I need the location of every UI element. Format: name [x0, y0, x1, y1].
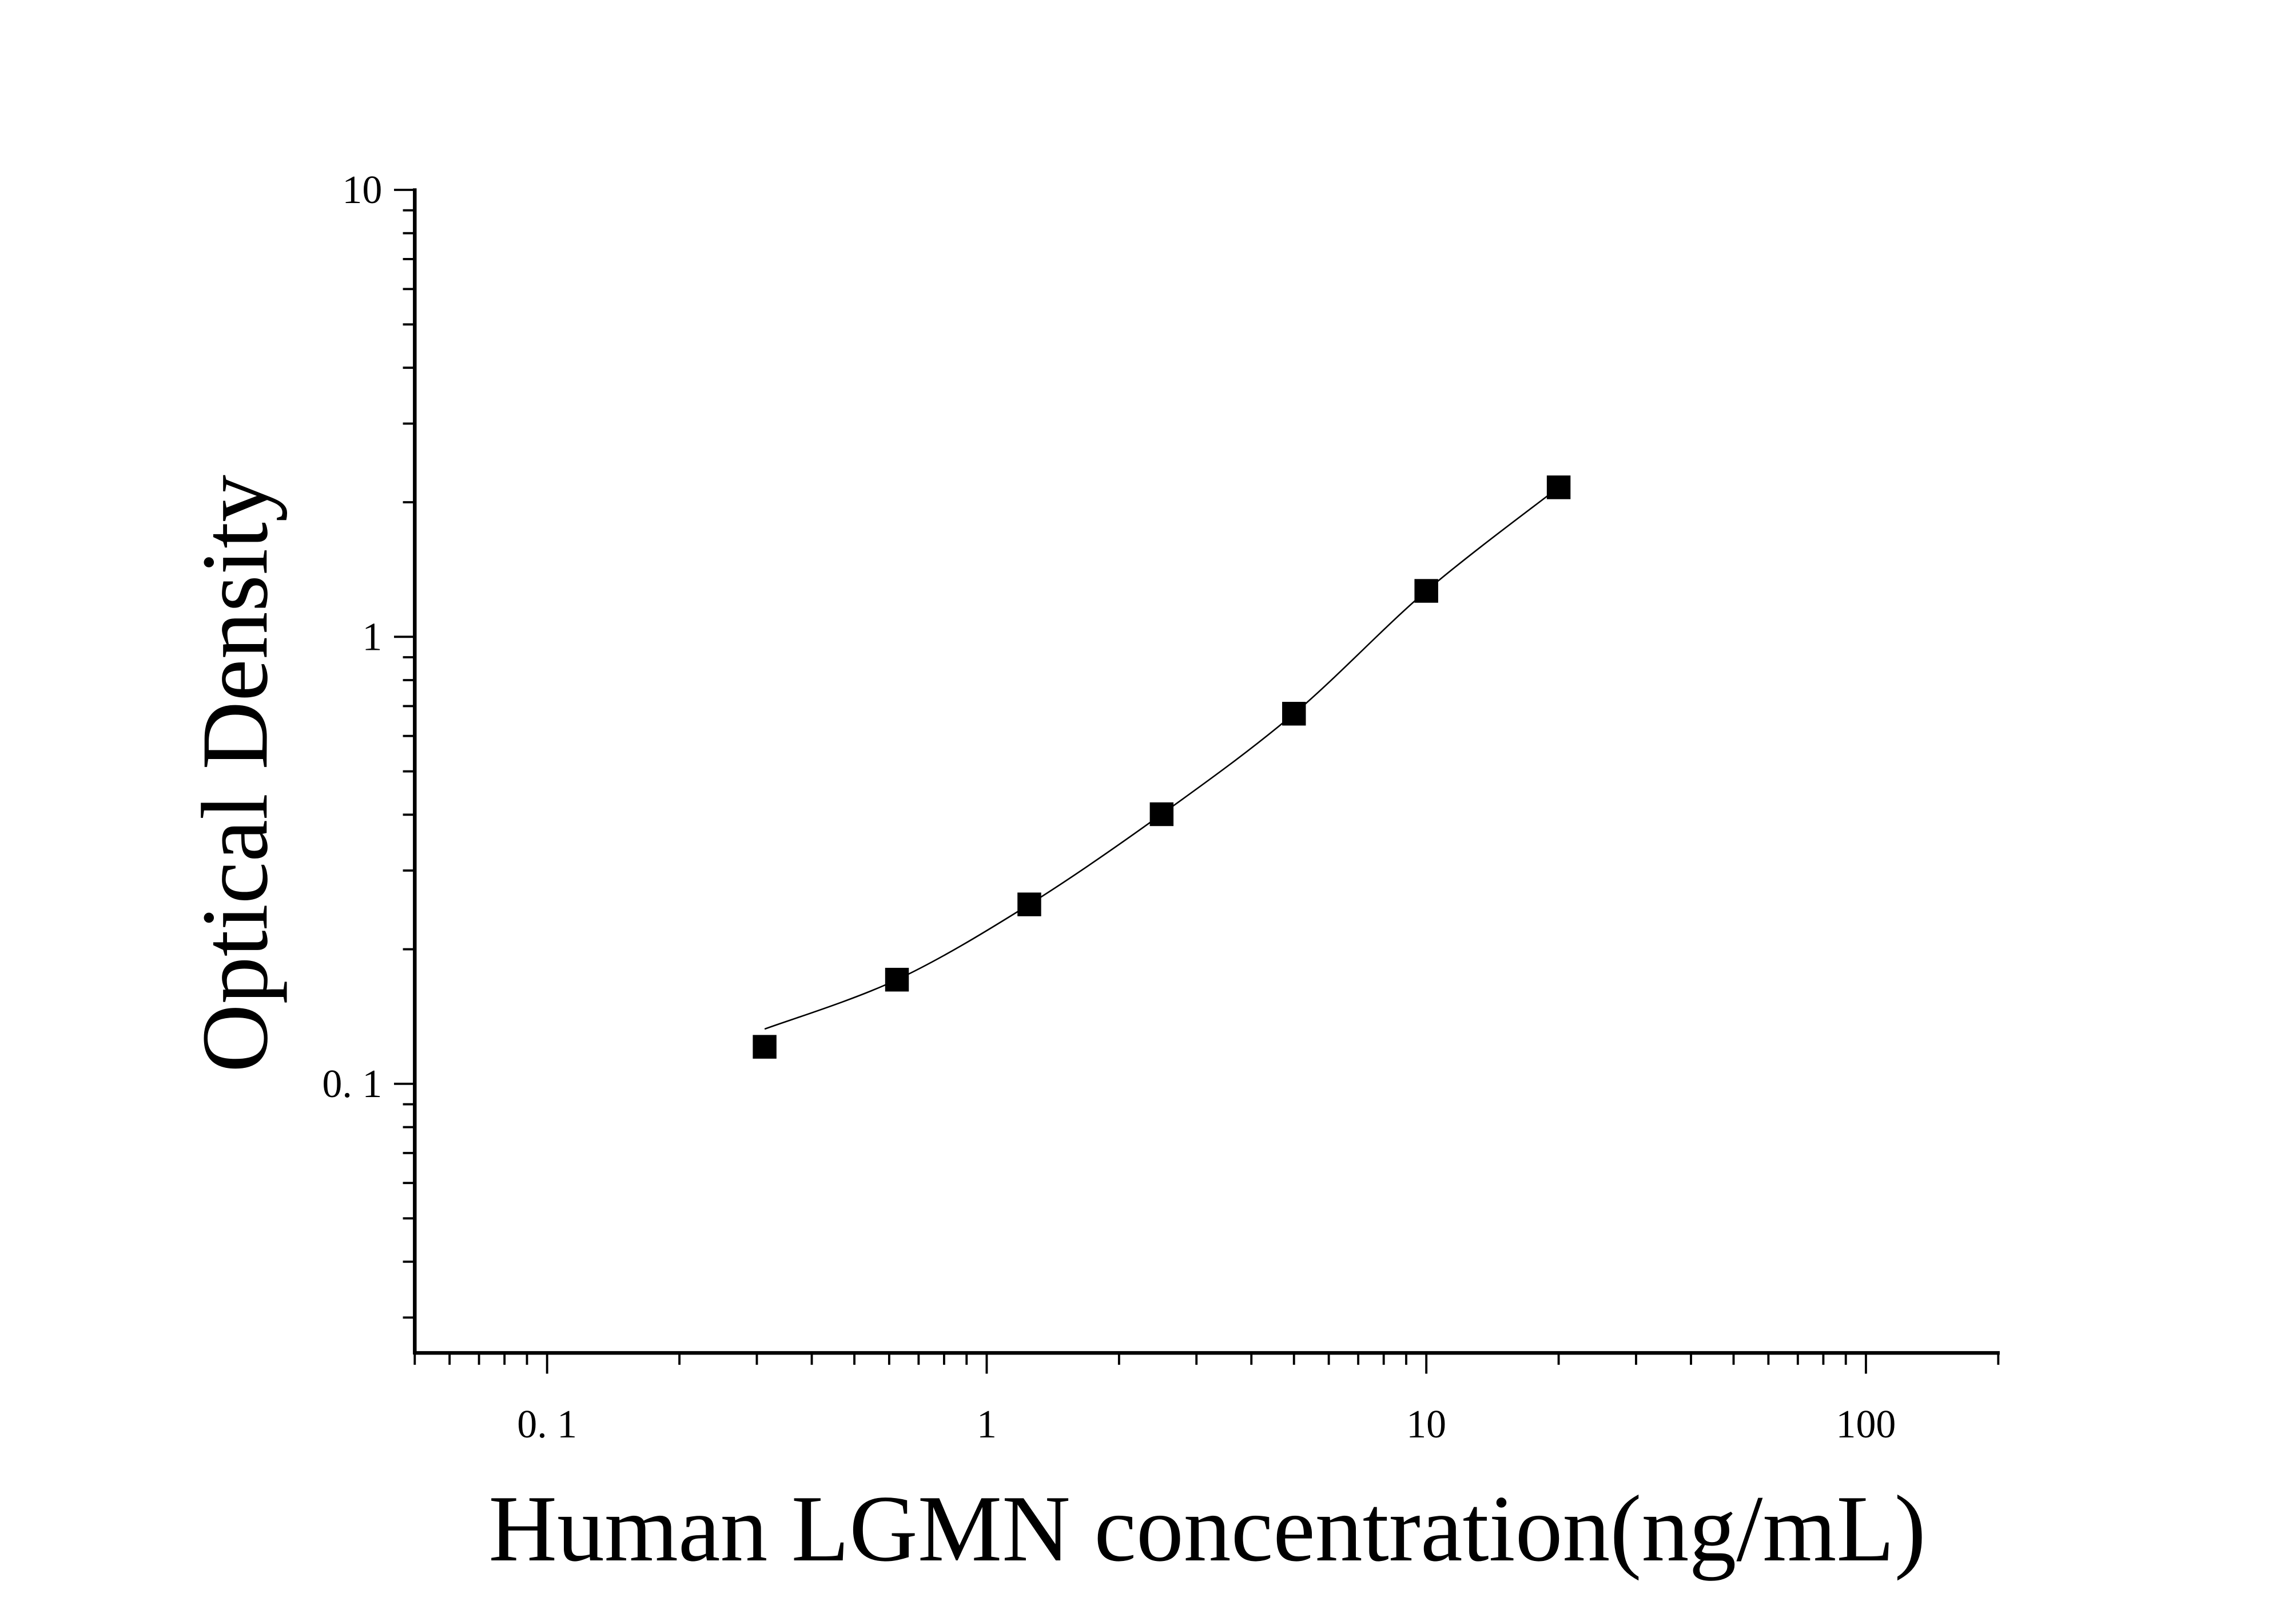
- fit-curve: [764, 486, 1559, 1030]
- data-point: [1546, 475, 1571, 499]
- x-tick-label: 1: [977, 1403, 997, 1447]
- y-axis-label: Optical Density: [182, 475, 287, 1072]
- data-points: [753, 475, 1571, 1059]
- data-point: [1282, 702, 1306, 726]
- data-point: [753, 1035, 777, 1059]
- data-point: [1017, 892, 1041, 916]
- data-point: [1414, 579, 1438, 603]
- x-tick-label: 100: [1836, 1403, 1896, 1447]
- x-tick-label: 0. 1: [517, 1403, 577, 1447]
- y-tick-label: 10: [342, 168, 382, 212]
- axis-ticks: 0. 1 1 10 100 0. 1 1 10: [322, 168, 2000, 1447]
- data-point: [1149, 802, 1174, 827]
- x-tick-label: 10: [1406, 1403, 1446, 1447]
- y-tick-label: 1: [362, 615, 382, 660]
- data-point: [885, 968, 909, 992]
- x-axis-label: Human LGMN concentration(ng/mL): [488, 1476, 1925, 1581]
- y-tick-label: 0. 1: [322, 1062, 382, 1106]
